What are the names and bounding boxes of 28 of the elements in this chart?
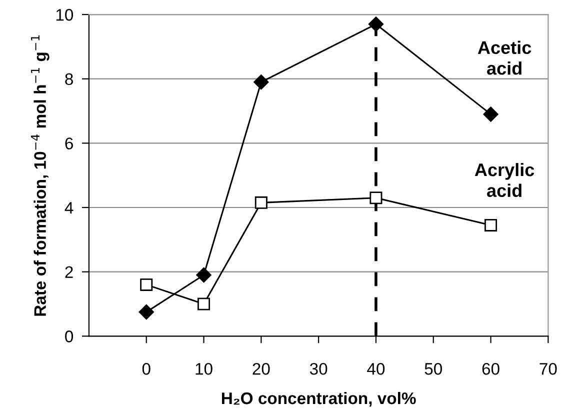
y-tick-label: 0 xyxy=(65,330,74,342)
point xyxy=(140,278,153,291)
y-tick-label: 10 xyxy=(56,8,74,21)
x-axis-title: H₂O concentration, vol% xyxy=(222,392,416,407)
x-tick-label: 60 xyxy=(482,362,500,375)
x-tick-label: 0 xyxy=(142,362,150,375)
point xyxy=(138,304,154,320)
y-axis-title: Rate of formation, 10$^{−4}$ mol h$^{−1}$ g$^{−1}$ xyxy=(30,35,50,316)
y-tick-label: 6 xyxy=(65,138,73,150)
point xyxy=(484,218,498,232)
point xyxy=(254,74,269,90)
x-tick-label: 50 xyxy=(424,362,442,375)
x-tick-label: 10 xyxy=(196,362,212,375)
x-tick-label: 70 xyxy=(540,362,557,375)
y-tick-label: 8 xyxy=(65,73,73,86)
point xyxy=(368,16,384,32)
point xyxy=(198,298,210,310)
point xyxy=(196,267,212,283)
x-tick-label: 20 xyxy=(252,362,270,375)
point xyxy=(254,196,268,209)
y-tick-label: 2 xyxy=(65,266,73,278)
x-tick-label: 40 xyxy=(367,362,385,375)
point xyxy=(483,106,498,122)
point xyxy=(370,192,382,204)
y-tick-label: 4 xyxy=(64,202,74,214)
x-tick-label: 30 xyxy=(310,362,328,375)
series-label: Acrylic acid xyxy=(474,162,534,197)
series-label: Acetic acid xyxy=(478,40,532,75)
